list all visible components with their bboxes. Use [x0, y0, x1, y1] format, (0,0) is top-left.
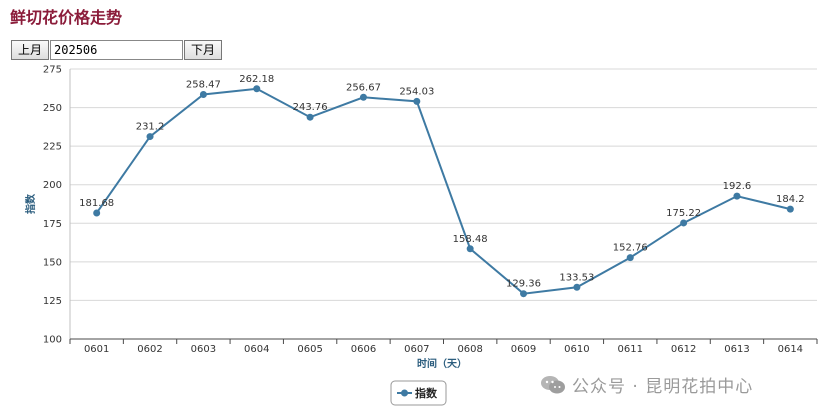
x-tick-label: 0610 — [564, 344, 589, 355]
month-navigator: 上月 下月 — [11, 40, 223, 60]
data-label: 254.03 — [399, 86, 434, 97]
wechat-icon — [541, 375, 565, 393]
x-tick-label: 0611 — [618, 344, 643, 355]
x-axis-label: 时间（天） — [417, 357, 467, 370]
next-month-button[interactable]: 下月 — [184, 40, 223, 60]
x-tick-label: 0607 — [404, 344, 429, 355]
data-point — [146, 133, 154, 141]
y-tick-label: 125 — [43, 296, 62, 307]
data-point — [306, 113, 314, 121]
data-label: 256.67 — [346, 82, 381, 93]
data-point — [466, 245, 474, 253]
data-point — [93, 209, 101, 217]
data-point — [253, 85, 261, 93]
data-label: 175.22 — [666, 208, 701, 219]
legend-box — [390, 380, 447, 406]
x-tick-label: 0608 — [457, 344, 482, 355]
data-point — [199, 91, 207, 99]
data-label: 133.53 — [559, 272, 594, 283]
y-tick-label: 225 — [43, 142, 62, 153]
data-label: 192.6 — [723, 181, 752, 192]
grid-lines — [69, 68, 817, 340]
data-label: 243.76 — [293, 102, 328, 113]
x-tick-label: 0605 — [297, 344, 322, 355]
legend-series-name: 指数 — [415, 386, 438, 400]
data-label: 258.47 — [186, 80, 221, 91]
data-point — [573, 283, 581, 291]
y-tick-label: 200 — [43, 180, 62, 191]
watermark-text: 公众号 · 昆明花拍中心 — [572, 377, 754, 397]
x-tick-label: 0601 — [84, 344, 109, 355]
month-input[interactable] — [50, 40, 184, 60]
data-point — [680, 219, 688, 227]
x-tick-label: 0612 — [671, 344, 696, 355]
data-label: 184.2 — [776, 194, 805, 205]
series-line — [95, 87, 791, 295]
data-point — [626, 254, 634, 262]
y-axis-label: 指数 — [24, 193, 37, 214]
y-axis-ticks: 100 125 150 175 200 225 250 275 — [43, 65, 62, 346]
y-tick-label: 100 — [43, 335, 62, 346]
data-label: 152.76 — [613, 243, 648, 254]
y-tick-label: 175 — [43, 219, 62, 230]
watermark: 公众号 · 昆明花拍中心 — [540, 372, 753, 397]
data-point — [786, 205, 794, 213]
data-point — [413, 97, 421, 105]
x-tick-label: 0604 — [244, 344, 269, 355]
y-tick-label: 150 — [43, 257, 62, 268]
x-axis-ticks: 0601 0602 0603 0604 0605 0606 0607 0608 0609 0610… — [69, 339, 818, 355]
data-label: 231.2 — [136, 122, 165, 133]
data-label: 158.48 — [453, 234, 488, 245]
data-point — [733, 192, 741, 200]
x-tick-label: 0606 — [351, 344, 376, 355]
prev-month-button[interactable]: 上月 — [11, 40, 50, 60]
data-point — [359, 93, 367, 101]
data-point — [520, 290, 528, 298]
y-tick-label: 275 — [43, 65, 62, 76]
legend[interactable]: 指数 — [390, 380, 447, 406]
x-tick-label: 0614 — [778, 344, 803, 355]
series-layer: 181.68 231.2 258.47 262.18 243.76 256.67 254.0… — [79, 74, 805, 298]
x-tick-label: 0613 — [724, 344, 749, 355]
data-label: 181.68 — [79, 198, 114, 209]
x-tick-label: 0603 — [191, 344, 216, 355]
data-label: 262.18 — [239, 74, 274, 85]
x-tick-label: 0602 — [137, 344, 162, 355]
chart-page-title: 鲜切花价格走势 — [10, 8, 123, 27]
y-tick-label: 250 — [43, 103, 62, 114]
legend-point-marker — [401, 389, 408, 397]
data-label: 129.36 — [506, 279, 541, 290]
x-tick-label: 0609 — [511, 344, 536, 355]
